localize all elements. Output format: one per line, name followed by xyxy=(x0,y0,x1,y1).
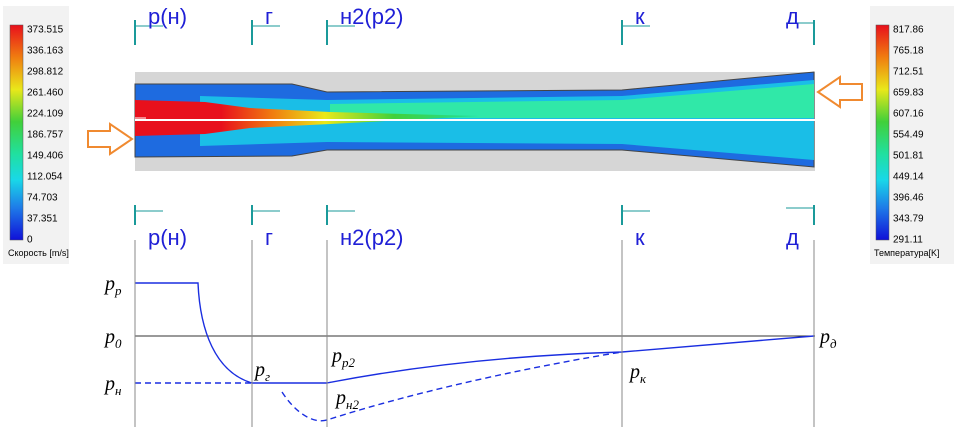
pressure-subscript: н2 xyxy=(346,397,359,412)
jet xyxy=(135,100,480,136)
pressure-symbol: p xyxy=(818,326,830,348)
temperature-colorbar xyxy=(875,24,890,241)
colorbar-tick: 554.49 xyxy=(893,130,924,141)
pressure-label: pн2 xyxy=(334,387,359,412)
pressure-symbol: p xyxy=(334,387,346,409)
section-label-bottom: к xyxy=(635,225,645,250)
pressure-dashed-2 xyxy=(281,351,623,422)
inlet-arrow xyxy=(87,122,134,156)
pressure-symbol: p xyxy=(253,359,265,381)
pressure-label: pн xyxy=(103,373,121,398)
pressure-subscript: р xyxy=(114,283,122,298)
pressure-label: pг xyxy=(253,359,270,384)
section-label-top: к xyxy=(635,4,645,29)
section-label-bottom: д xyxy=(786,225,799,250)
section-label-top: н2(р2) xyxy=(340,4,404,29)
colorbar-tick: 261.460 xyxy=(27,88,64,99)
pressure-symbol: p xyxy=(103,373,115,395)
temperature-title: Температура[K] xyxy=(874,248,940,258)
colorbar-tick: 712.51 xyxy=(893,67,924,78)
colorbar-tick: 396.46 xyxy=(893,193,924,204)
velocity-title: Скорость [m/s] xyxy=(8,248,69,258)
colorbar-tick: 449.14 xyxy=(893,172,924,183)
pressure-label: pр xyxy=(103,273,122,298)
colorbar-tick: 607.16 xyxy=(893,109,924,120)
pressure-label: pк xyxy=(628,361,647,386)
section-label-top: г xyxy=(265,4,273,29)
colorbar-tick: 112.054 xyxy=(27,172,63,183)
colorbar-tick: 149.406 xyxy=(27,151,64,162)
pressure-label: pр2 xyxy=(330,345,356,370)
pressure-symbol: p xyxy=(628,361,640,383)
colorbar-tick: 817.86 xyxy=(893,25,924,36)
velocity-colorbar xyxy=(9,24,24,241)
side-arrow xyxy=(816,75,863,109)
pressure-symbol: p xyxy=(103,326,115,348)
pressure-subscript: д xyxy=(830,336,837,351)
pressure-subscript: 0 xyxy=(115,336,122,351)
pressure-curve xyxy=(135,282,815,384)
section-label-bottom: р(н) xyxy=(148,225,187,250)
section-label-top: р(н) xyxy=(148,4,187,29)
section-label-bottom: н2(р2) xyxy=(340,225,404,250)
colorbar-tick: 74.703 xyxy=(27,193,58,204)
pressure-symbol: p xyxy=(103,273,115,295)
colorbar-tick: 343.79 xyxy=(893,214,924,225)
pressure-label: p0 xyxy=(103,326,122,351)
colorbar-tick: 0 xyxy=(27,235,33,246)
colorbar-tick: 224.109 xyxy=(27,109,64,120)
colorbar-tick: 373.515 xyxy=(27,25,64,36)
section-label-bottom: г xyxy=(265,225,273,250)
pressure-label: pд xyxy=(818,326,837,351)
pressure-diagram xyxy=(135,282,815,422)
pressure-symbol: p xyxy=(330,345,342,367)
colorbar-tick: 291.11 xyxy=(893,235,923,246)
section-label-top: д xyxy=(786,4,799,29)
colorbar-tick: 336.163 xyxy=(27,46,64,57)
colorbar-tick: 659.83 xyxy=(893,88,924,99)
colorbar-tick: 186.757 xyxy=(27,130,64,141)
colorbar-tick: 501.81 xyxy=(893,151,924,162)
pressure-subscript: к xyxy=(640,371,647,386)
pressure-subscript: р2 xyxy=(341,355,356,370)
pressure-subscript: н xyxy=(115,383,121,398)
colorbar-tick: 298.812 xyxy=(27,67,64,78)
colorbar-tick: 765.18 xyxy=(893,46,924,57)
pressure-subscript: г xyxy=(265,369,270,384)
colorbar-tick: 37.351 xyxy=(27,214,58,225)
flow-core xyxy=(330,84,814,118)
